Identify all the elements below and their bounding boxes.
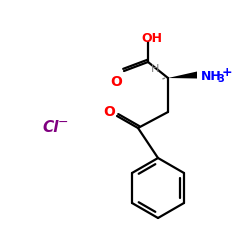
Polygon shape (168, 72, 197, 78)
Text: O: O (110, 75, 122, 89)
Text: O: O (103, 105, 115, 119)
Text: H: H (151, 64, 159, 74)
Text: NH: NH (201, 70, 222, 82)
Text: +: + (222, 66, 232, 80)
Text: Cl: Cl (42, 120, 58, 136)
Text: −: − (58, 116, 68, 128)
Text: OH: OH (142, 32, 163, 45)
Text: 3: 3 (217, 74, 224, 84)
